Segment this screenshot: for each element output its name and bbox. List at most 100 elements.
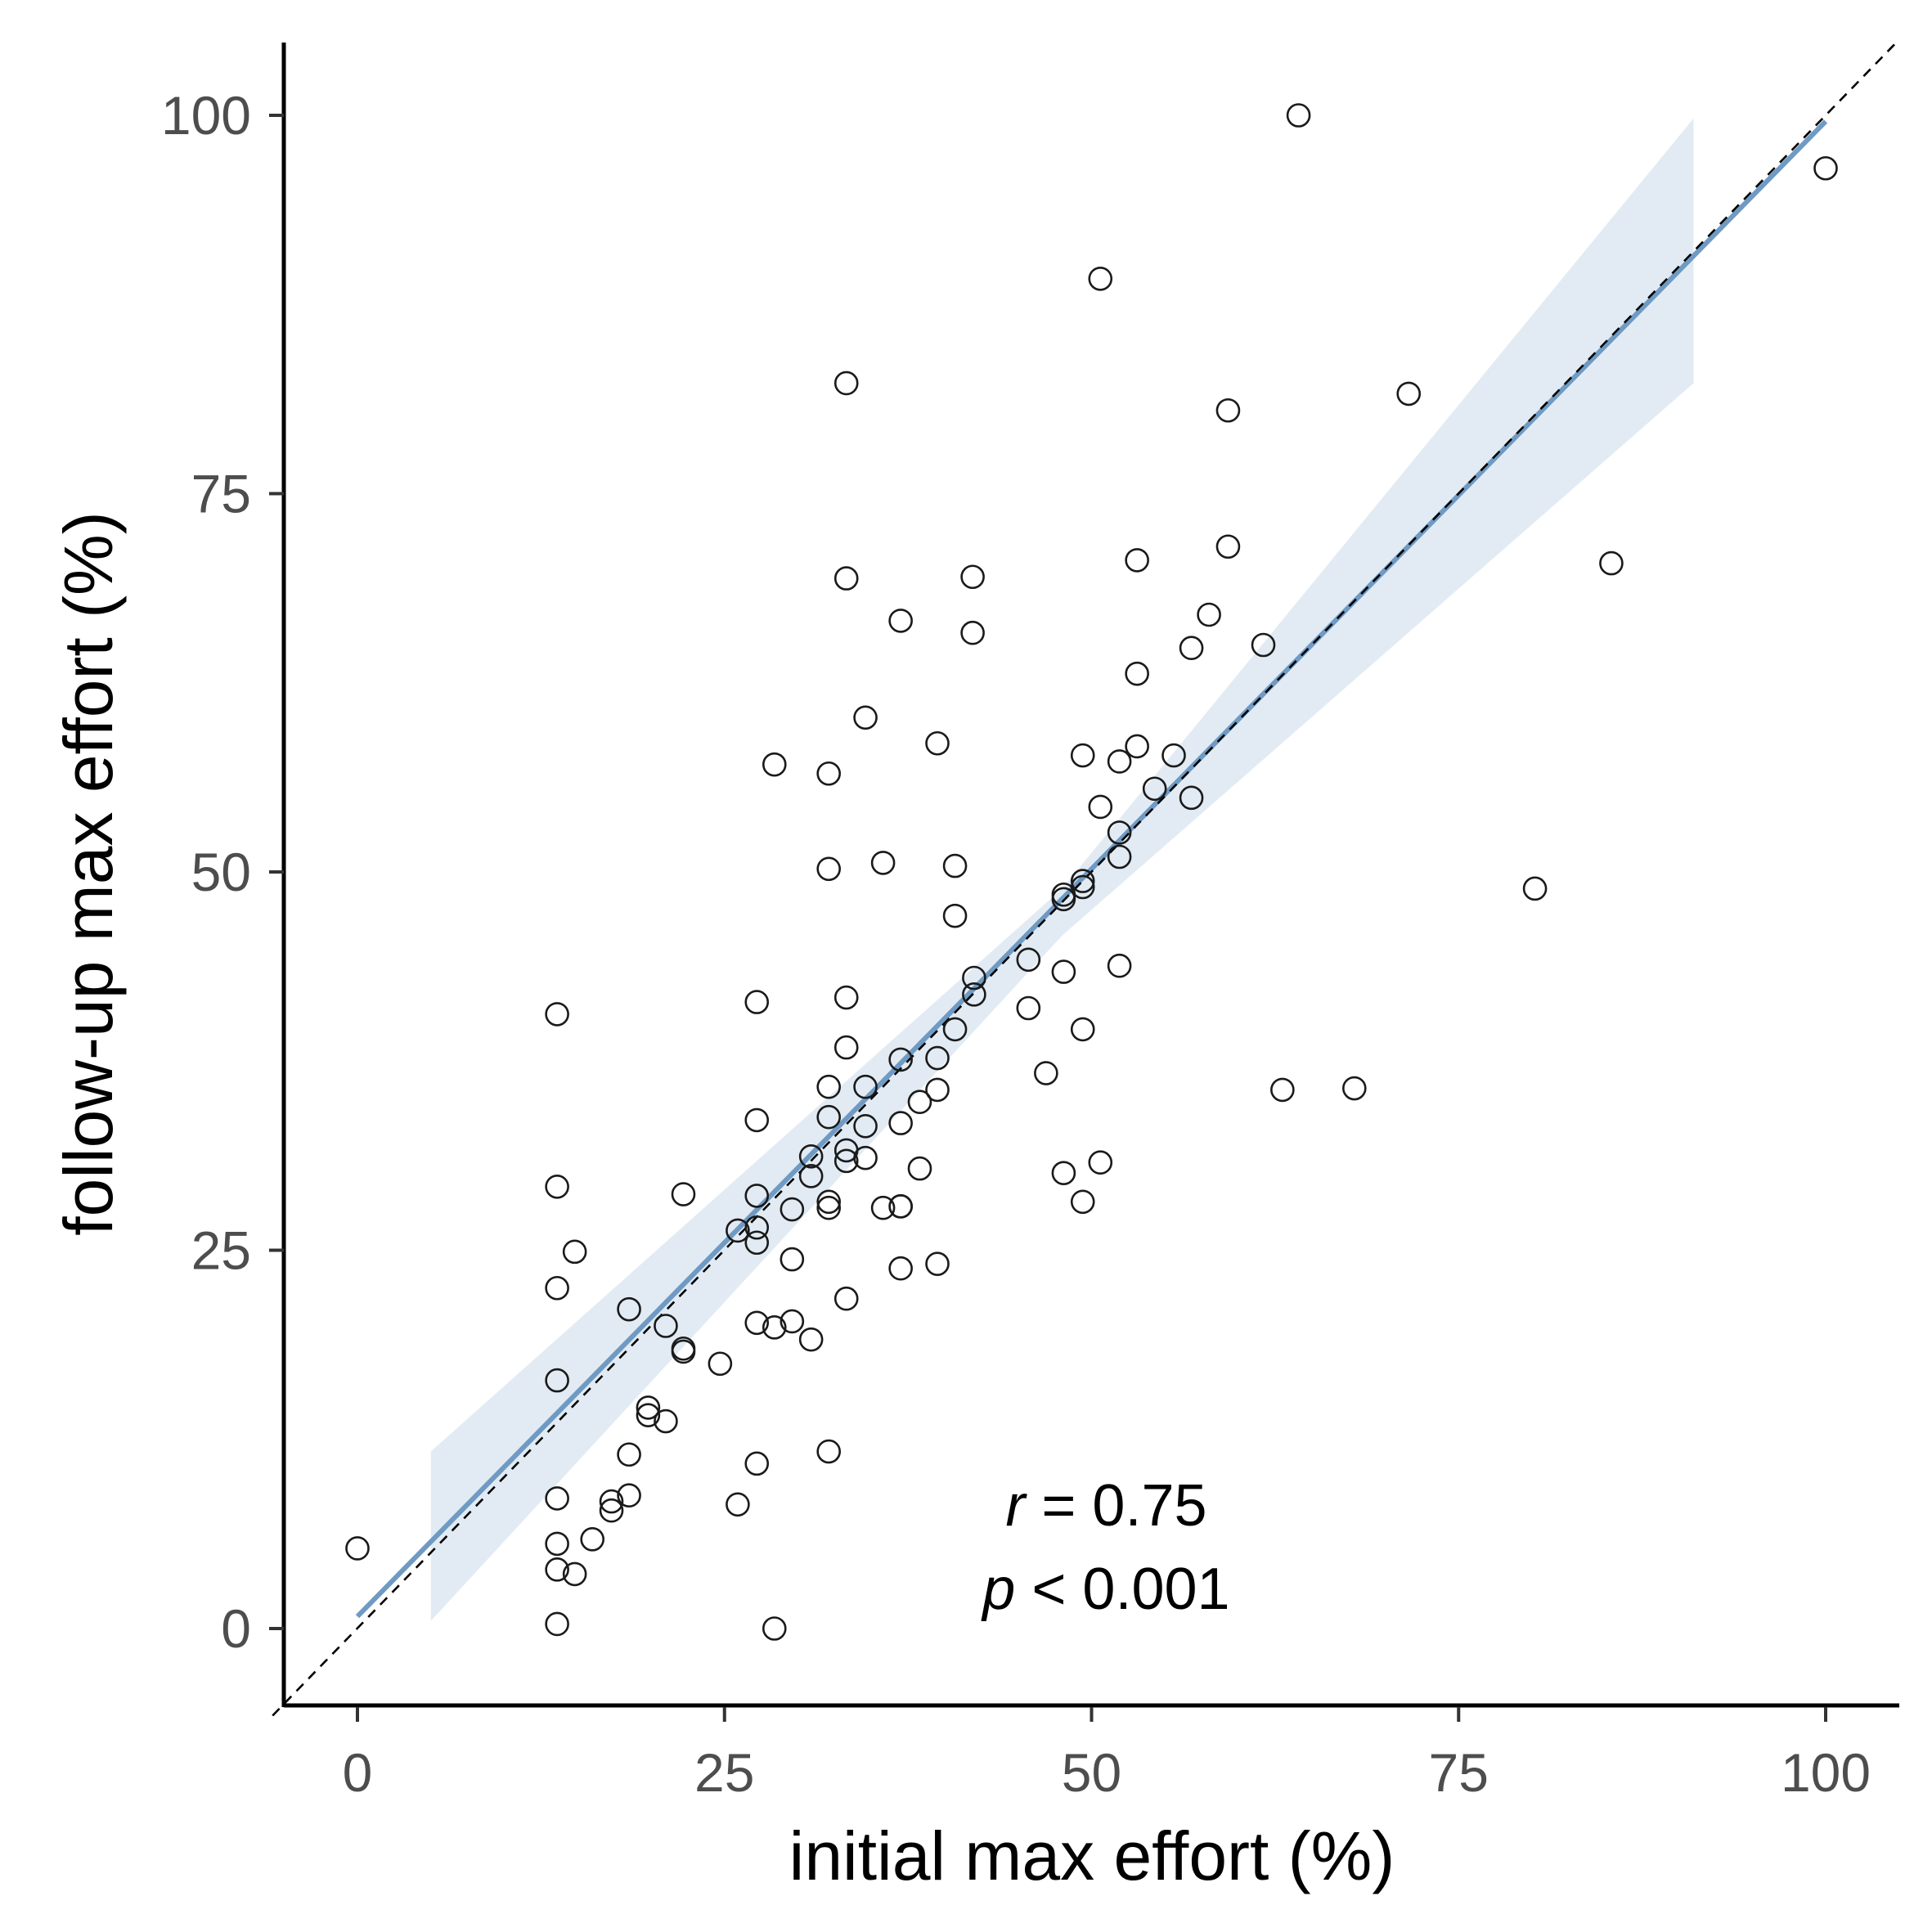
data-point [1179,636,1204,661]
y-axis-ticks: 0 25 50 75 100 [161,85,284,1659]
data-point [617,1483,641,1507]
data-point [545,1557,569,1582]
data-point [1813,155,1838,181]
data-point [888,1256,913,1281]
identity-line-layer [272,38,1900,1717]
data-point [744,990,770,1014]
x-axis-title: initial max effort (%) [789,1817,1395,1894]
r-value: = 0.75 [1025,1473,1206,1539]
data-point [744,1310,770,1336]
data-point [1215,398,1241,423]
data-point [1215,534,1241,559]
r-annotation: r = 0.75 [1005,1473,1206,1539]
data-point [870,851,896,875]
data-point [925,1251,950,1276]
y-tick-label: 25 [191,1220,251,1281]
data-point [744,1108,770,1133]
data-point [1088,1150,1113,1175]
data-point [962,965,986,991]
data-point [907,1090,932,1114]
data-point [762,1616,787,1641]
data-point [762,752,787,777]
data-point [1142,776,1167,802]
data-point [870,1195,896,1220]
data-point [833,1286,859,1311]
data-point [942,903,968,928]
data-point [780,1247,805,1272]
data-point [780,1309,805,1334]
stats-annotation: r = 0.75 p < 0.001 [981,1473,1229,1622]
data-point [1070,1189,1095,1215]
data-point [888,1194,913,1219]
data-point [925,1077,950,1103]
data-point [853,705,878,730]
x-tick-label: 25 [694,1742,754,1803]
identity-line [272,38,1900,1717]
data-point [744,1451,770,1476]
data-point [1179,785,1204,811]
data-point [1070,1017,1095,1042]
p-symbol: p [981,1557,1015,1622]
data-point [545,1275,569,1301]
data-point [1051,959,1076,984]
data-point [816,856,841,882]
p-value: < 0.001 [1015,1557,1229,1622]
data-point [726,1492,750,1517]
data-point [1270,1077,1295,1103]
data-point [907,1156,932,1181]
data-point [1197,602,1221,627]
data-point [636,1403,661,1427]
y-tick-label: 0 [221,1598,251,1659]
data-point [545,1175,569,1199]
data-point [545,1486,569,1511]
data-point [1016,947,1041,973]
data-point [562,1561,587,1587]
x-tick-label: 100 [1781,1742,1871,1803]
confidence-band [430,118,1694,1621]
data-point [925,1045,950,1071]
data-point [1107,953,1132,978]
x-tick-label: 50 [1062,1742,1121,1803]
data-point [1125,734,1149,759]
data-point [833,1035,859,1060]
x-axis-ticks: 0 25 50 75 100 [343,1707,1871,1803]
fit-line-layer [355,119,1828,1619]
data-point [545,1002,569,1027]
data-point [798,1164,824,1188]
data-point [833,371,859,396]
data-point [1107,820,1132,845]
data-point [345,1536,370,1561]
data-point [816,1189,841,1215]
data-point [599,1489,624,1514]
data-point [833,985,859,1010]
data-point [1034,1061,1058,1085]
x-tick-label: 0 [343,1742,373,1803]
data-point [617,1296,641,1322]
data-point [833,1148,859,1174]
y-axis-title: follow-up max effort (%) [50,511,127,1235]
data-point [888,1111,913,1135]
data-point [780,1197,805,1222]
data-point [1125,661,1149,686]
data-point [1051,887,1076,912]
data-point [942,1017,968,1042]
data-point [1125,548,1149,573]
data-point [580,1527,605,1552]
data-point [1016,995,1041,1021]
regression-line [355,119,1828,1619]
data-point [816,1195,841,1220]
data-point [545,1611,569,1637]
r-symbol: r [1005,1473,1027,1539]
data-point [1107,749,1132,774]
x-tick-label: 75 [1429,1742,1489,1803]
y-tick-label: 100 [161,85,251,146]
data-point [617,1442,641,1467]
p-annotation: p < 0.001 [981,1557,1229,1622]
data-point [1599,550,1624,576]
data-point [545,1531,569,1557]
data-point [654,1409,678,1434]
points-layer [345,103,1838,1641]
data-point [562,1239,587,1265]
data-point [671,1339,696,1364]
